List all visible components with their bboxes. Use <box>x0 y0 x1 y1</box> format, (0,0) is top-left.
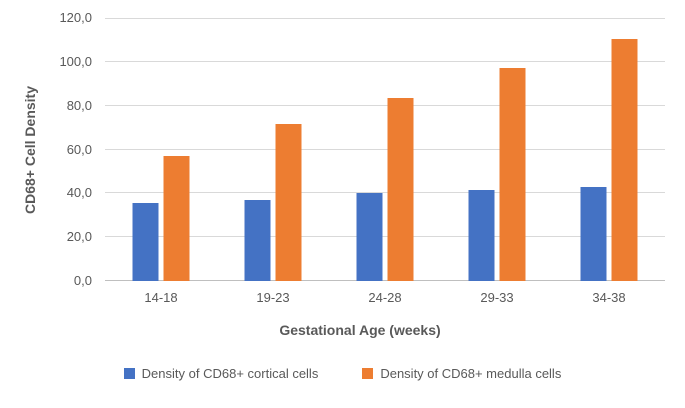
y-tick-label: 120,0 <box>59 10 92 25</box>
legend-label-medulla: Density of CD68+ medulla cells <box>380 366 562 381</box>
bar-medulla-29-33 <box>499 68 526 281</box>
y-tick-label: 100,0 <box>59 53 92 69</box>
gridline <box>105 18 665 19</box>
y-tick-label: 80,0 <box>66 97 92 113</box>
gridline <box>105 192 665 194</box>
bar-group-19-23 <box>244 18 302 281</box>
bar-medulla-19-23 <box>275 124 302 281</box>
legend-swatch-cortical-icon <box>123 368 135 379</box>
bar-group-29-33 <box>468 18 526 281</box>
bar-group-24-28 <box>356 18 414 281</box>
bar-cortical-29-33 <box>468 190 495 281</box>
y-tick-label: 20,0 <box>66 229 92 245</box>
gridline <box>105 148 665 150</box>
y-axis-ticks: 0,0 20,0 40,0 60,0 80,0 100,0 120,0 <box>0 10 92 288</box>
bar-group-14-18 <box>132 18 190 281</box>
y-tick-label: 60,0 <box>66 141 92 157</box>
legend-item-medulla: Density of CD68+ medulla cells <box>362 366 561 381</box>
gridline <box>105 60 665 62</box>
bar-cortical-24-28 <box>356 193 383 281</box>
bar-medulla-14-18 <box>163 156 190 281</box>
bar-group-34-38 <box>580 18 638 281</box>
gridline <box>105 236 665 238</box>
x-axis-line <box>105 280 665 281</box>
plot-area <box>105 18 665 281</box>
x-axis-ticks: 14-18 19-23 24-28 29-33 34-38 <box>105 290 665 308</box>
bar-medulla-24-28 <box>387 98 414 281</box>
bar-medulla-34-38 <box>611 38 638 281</box>
x-tick-label: 29-33 <box>480 290 514 305</box>
gridline <box>105 104 665 106</box>
legend: Density of CD68+ cortical cells Density … <box>0 366 685 381</box>
bar-cortical-34-38 <box>580 186 607 281</box>
x-tick-label: 19-23 <box>256 290 290 305</box>
x-axis-title: Gestational Age (weeks) <box>279 322 441 338</box>
x-tick-label: 14-18 <box>144 290 178 305</box>
y-tick-label: 0,0 <box>73 273 92 288</box>
bar-cortical-19-23 <box>244 199 271 281</box>
y-tick-label: 40,0 <box>66 185 92 201</box>
legend-swatch-medulla-icon <box>362 368 374 379</box>
bar-cortical-14-18 <box>132 203 159 281</box>
legend-label-cortical: Density of CD68+ cortical cells <box>141 366 319 381</box>
x-tick-label: 24-28 <box>368 290 402 305</box>
x-tick-label: 34-38 <box>592 290 626 305</box>
legend-item-cortical: Density of CD68+ cortical cells <box>123 366 319 381</box>
